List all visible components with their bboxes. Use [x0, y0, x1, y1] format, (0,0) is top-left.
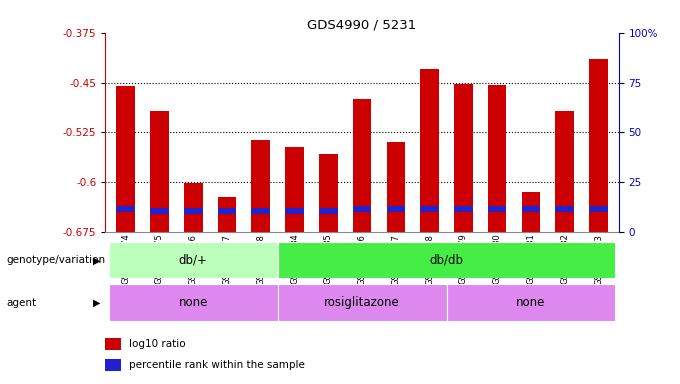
Bar [116, 206, 135, 212]
Text: genotype/variation: genotype/variation [7, 255, 106, 265]
Text: ▶: ▶ [93, 255, 101, 265]
Text: none: none [516, 296, 545, 309]
Text: none: none [179, 296, 208, 309]
Text: percentile rank within the sample: percentile rank within the sample [129, 360, 305, 370]
Bar [150, 111, 169, 232]
Bar [285, 208, 304, 214]
Bar [218, 208, 236, 214]
Bar [277, 242, 615, 278]
Bar [184, 208, 203, 214]
Bar [116, 86, 135, 232]
Bar [353, 99, 371, 232]
Bar [252, 208, 270, 214]
Bar [387, 142, 405, 232]
Bar [105, 338, 121, 350]
Bar [285, 147, 304, 232]
Text: rosiglitazone: rosiglitazone [324, 296, 400, 309]
Bar [522, 206, 541, 212]
Bar [109, 242, 277, 278]
Bar [556, 111, 574, 232]
Bar [522, 192, 541, 232]
Bar [105, 359, 121, 371]
Bar [319, 154, 337, 232]
Bar [252, 141, 270, 232]
Text: db/db: db/db [430, 254, 464, 266]
Bar [277, 284, 447, 321]
Text: ▶: ▶ [93, 298, 101, 308]
Bar [218, 197, 236, 232]
Bar [420, 206, 439, 212]
Bar [590, 206, 608, 212]
Bar [184, 183, 203, 232]
Bar [454, 206, 473, 212]
Bar [387, 206, 405, 212]
Text: log10 ratio: log10 ratio [129, 339, 185, 349]
Title: GDS4990 / 5231: GDS4990 / 5231 [307, 18, 417, 31]
Bar [590, 59, 608, 232]
Bar [454, 84, 473, 232]
Bar [420, 69, 439, 232]
Bar [150, 208, 169, 214]
Bar [488, 206, 507, 212]
Bar [319, 208, 337, 214]
Bar [109, 284, 277, 321]
Bar [488, 84, 507, 232]
Text: db/+: db/+ [179, 254, 207, 266]
Bar [447, 284, 615, 321]
Text: agent: agent [7, 298, 37, 308]
Bar [556, 206, 574, 212]
Bar [353, 206, 371, 212]
